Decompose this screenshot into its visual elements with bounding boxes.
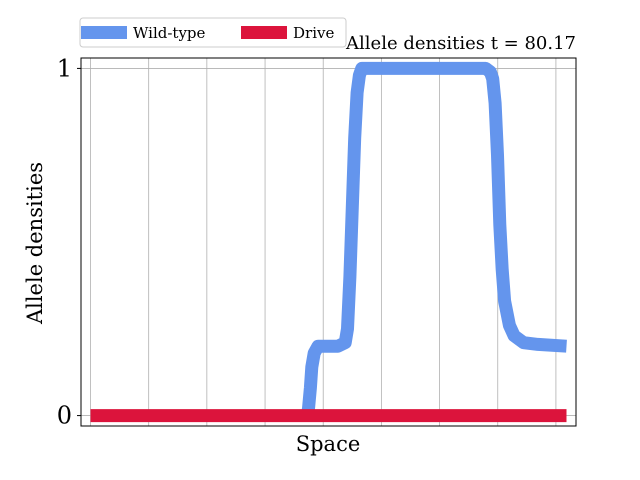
legend-swatch-drive <box>241 26 287 39</box>
series-line-wild-type <box>300 61 567 417</box>
legend-label-drive: Drive <box>293 24 334 42</box>
y-tick-label: 1 <box>57 54 72 82</box>
x-axis-label: Space <box>296 432 361 456</box>
axes-frame <box>80 57 577 427</box>
legend-swatch-wild-type <box>81 26 127 39</box>
legend-label-wild-type: Wild-type <box>133 24 206 42</box>
legend: Wild-type Drive <box>79 17 347 48</box>
series-layer <box>90 61 567 423</box>
legend-frame <box>79 17 347 48</box>
y-tick-label: 0 <box>57 402 72 430</box>
chart-title: Allele densities t = 80.17 <box>345 33 576 54</box>
y-axis-label: Allele densities <box>23 162 47 325</box>
y-ticks: 01 <box>57 54 81 430</box>
